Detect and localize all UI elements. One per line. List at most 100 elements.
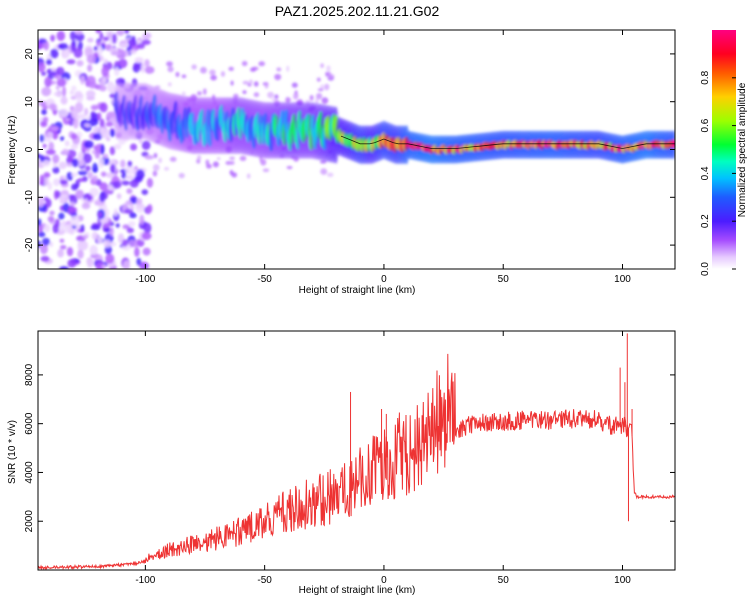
heat-cell	[86, 257, 94, 269]
heat-cell	[264, 81, 269, 89]
heat-cell	[87, 37, 94, 43]
heat-cell	[41, 86, 52, 97]
heat-cell	[175, 71, 180, 78]
heat-cell	[71, 183, 79, 191]
heat-cell	[91, 231, 99, 240]
heat-cell	[129, 179, 139, 188]
heat-cell	[116, 193, 122, 200]
heat-cell	[50, 126, 60, 132]
heat-cell	[56, 66, 65, 76]
heat-cell	[212, 161, 219, 168]
heat-cell	[69, 215, 80, 227]
colorbar-label: Normalized spectral amplitude	[737, 82, 748, 217]
ridge-line	[340, 135, 675, 149]
heat-cell	[181, 74, 187, 79]
heat-cell	[144, 59, 150, 68]
heat-cell	[110, 163, 116, 174]
heat-cell	[103, 36, 110, 41]
heat-cell	[118, 43, 129, 48]
heat-cell	[136, 257, 142, 266]
heat-cell	[107, 82, 116, 93]
heat-cell	[124, 30, 130, 34]
heat-cell	[178, 172, 185, 179]
heat-cell	[253, 92, 260, 98]
heat-cell	[125, 200, 132, 206]
heat-cell	[142, 32, 152, 40]
heat-cell	[152, 164, 160, 171]
heat-cell	[84, 123, 91, 128]
heat-cell	[100, 171, 107, 177]
heat-cell	[41, 109, 47, 115]
heat-cell	[109, 146, 116, 156]
heat-cell	[39, 134, 45, 143]
heat-cell	[58, 212, 65, 220]
heat-cell	[316, 77, 321, 82]
heat-cell	[167, 66, 174, 73]
colorbar-tick-label: 0.0	[700, 262, 711, 276]
y-tick-label: -10	[24, 190, 35, 205]
heat-cell	[251, 66, 259, 71]
snr-frame	[37, 330, 676, 571]
heat-cell	[64, 140, 70, 147]
snr-y-ticks: 2000 4000 6000 8000	[24, 363, 675, 532]
heat-cell	[107, 31, 113, 39]
heat-cell	[89, 187, 99, 197]
heat-cell	[43, 176, 50, 186]
heat-cell	[134, 247, 140, 258]
heat-cell	[291, 82, 298, 88]
heat-cell	[83, 140, 94, 149]
x-tick-label: -50	[257, 274, 272, 285]
spectrogram-heat	[38, 30, 675, 269]
spectrogram-y-ticks: -20 -10 0 10 20	[24, 48, 675, 252]
heat-cell	[100, 144, 105, 155]
heat-cell	[69, 90, 74, 95]
heat-cell	[209, 69, 216, 76]
snr-panel: -100 -50 0 50 100 2000 4000 6000 8000 Height of…	[7, 330, 676, 596]
heat-cell	[53, 178, 61, 187]
heat-cell	[97, 236, 103, 245]
heat-cell	[167, 82, 172, 87]
heat-cell	[112, 33, 117, 44]
spectrogram-y-axis-label: Frequency (Hz)	[7, 116, 18, 185]
heat-cell	[46, 59, 53, 66]
heat-cell	[181, 91, 186, 96]
heat-cell	[210, 74, 217, 81]
heat-cell	[136, 197, 143, 205]
heat-cell	[321, 97, 329, 104]
heat-cell	[124, 208, 134, 214]
heat-cell	[70, 143, 79, 150]
heat-cell	[134, 57, 144, 64]
heat-cell	[92, 133, 103, 140]
heat-cell	[324, 83, 330, 91]
colorbar-ticks: 0.0 0.2 0.4 0.6 0.8	[700, 70, 736, 276]
heat-cell	[320, 168, 328, 175]
heat-cell	[327, 172, 334, 178]
colorbar: 0.0 0.2 0.4 0.6 0.8 Normalized spectral ampl…	[700, 30, 748, 276]
heat-cell	[125, 164, 135, 175]
heat-cell	[127, 160, 133, 167]
heat-cell	[139, 261, 150, 269]
y-tick-label: 8000	[24, 363, 35, 386]
heat-cell	[59, 266, 69, 269]
x-tick-label: 50	[498, 274, 510, 285]
heat-cell	[41, 237, 51, 246]
heat-cell	[70, 95, 77, 100]
heat-cell	[106, 111, 116, 118]
heat-cell	[109, 47, 114, 53]
heat-cell	[58, 43, 69, 50]
heat-cell	[130, 143, 138, 151]
heat-cell	[59, 194, 70, 203]
snr-y-axis-label: SNR (10 * v/v)	[7, 420, 18, 484]
heat-cell	[105, 253, 115, 264]
heat-cell	[123, 260, 131, 269]
x-tick-label: -50	[257, 575, 272, 586]
heat-cell	[57, 248, 64, 258]
heat-cell	[77, 249, 84, 259]
x-tick-label: 100	[614, 575, 631, 586]
heat-cell	[98, 157, 105, 169]
heat-cell	[140, 62, 146, 74]
heat-cell	[53, 91, 63, 97]
x-tick-label: 50	[498, 575, 510, 586]
